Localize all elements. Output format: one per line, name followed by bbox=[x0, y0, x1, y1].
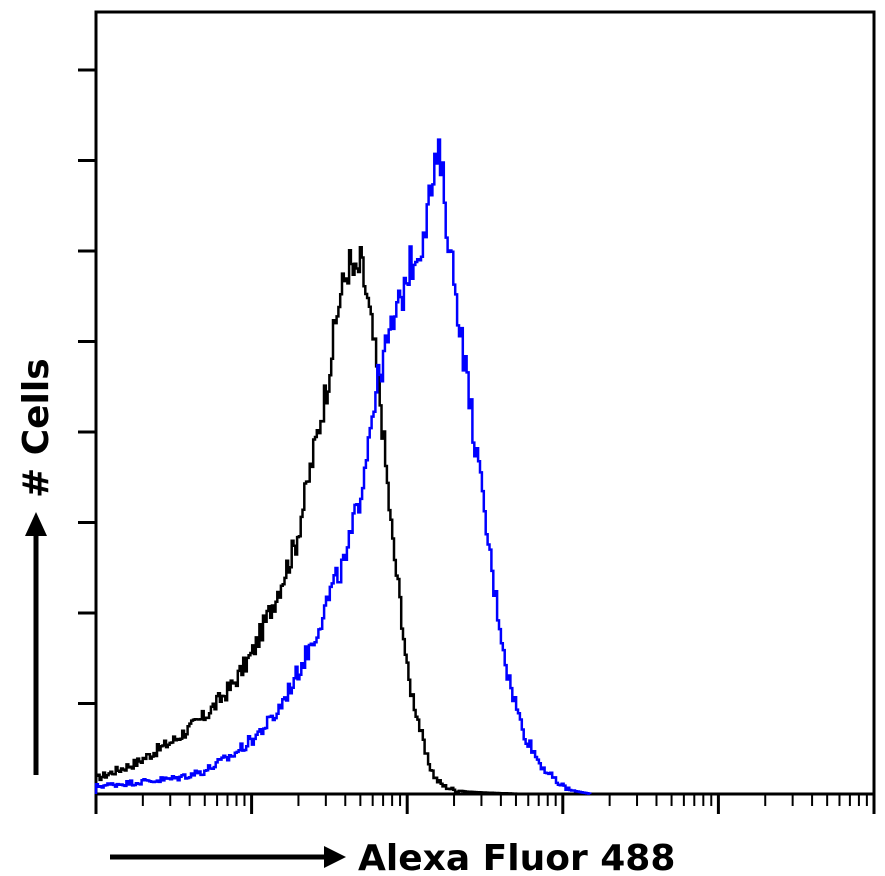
y-axis-arrowhead bbox=[25, 512, 47, 536]
plot-frame bbox=[94, 10, 876, 796]
series-line-2 bbox=[94, 138, 592, 795]
y-axis-ticks bbox=[78, 68, 96, 705]
x-axis-arrowhead bbox=[324, 846, 346, 868]
series-line-1 bbox=[94, 246, 563, 796]
x-axis-label: Alexa Fluor 488 bbox=[358, 838, 675, 876]
y-axis-label: # Cells bbox=[16, 358, 57, 498]
series-layer bbox=[94, 138, 592, 796]
x-axis-ticks bbox=[94, 794, 876, 814]
